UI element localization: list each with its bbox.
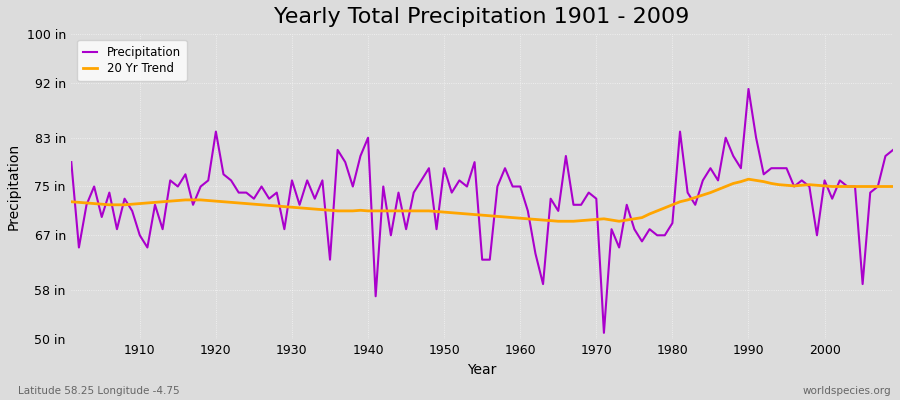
Line: 20 Yr Trend: 20 Yr Trend <box>71 179 893 221</box>
20 Yr Trend <box>508 215 518 220</box>
Precipitation <box>887 148 898 152</box>
Precipitation <box>515 184 526 189</box>
Title: Yearly Total Precipitation 1901 - 2009: Yearly Total Precipitation 1901 - 2009 <box>274 7 690 27</box>
20 Yr Trend <box>553 219 563 224</box>
20 Yr Trend <box>127 202 138 206</box>
Precipitation <box>743 86 754 91</box>
Precipitation <box>508 184 518 189</box>
Y-axis label: Precipitation: Precipitation <box>7 143 21 230</box>
20 Yr Trend <box>743 177 754 182</box>
20 Yr Trend <box>614 219 625 224</box>
20 Yr Trend <box>515 216 526 221</box>
20 Yr Trend <box>294 206 305 210</box>
Precipitation <box>598 330 609 335</box>
Line: Precipitation: Precipitation <box>71 89 893 333</box>
Text: Latitude 58.25 Longitude -4.75: Latitude 58.25 Longitude -4.75 <box>18 386 180 396</box>
X-axis label: Year: Year <box>467 363 497 377</box>
Legend: Precipitation, 20 Yr Trend: Precipitation, 20 Yr Trend <box>77 40 187 81</box>
20 Yr Trend <box>66 199 77 204</box>
20 Yr Trend <box>887 184 898 189</box>
Precipitation <box>340 160 351 164</box>
Precipitation <box>294 202 305 207</box>
Precipitation <box>66 160 77 164</box>
Precipitation <box>614 245 625 250</box>
20 Yr Trend <box>340 208 351 213</box>
Text: worldspecies.org: worldspecies.org <box>803 386 891 396</box>
Precipitation <box>127 208 138 213</box>
